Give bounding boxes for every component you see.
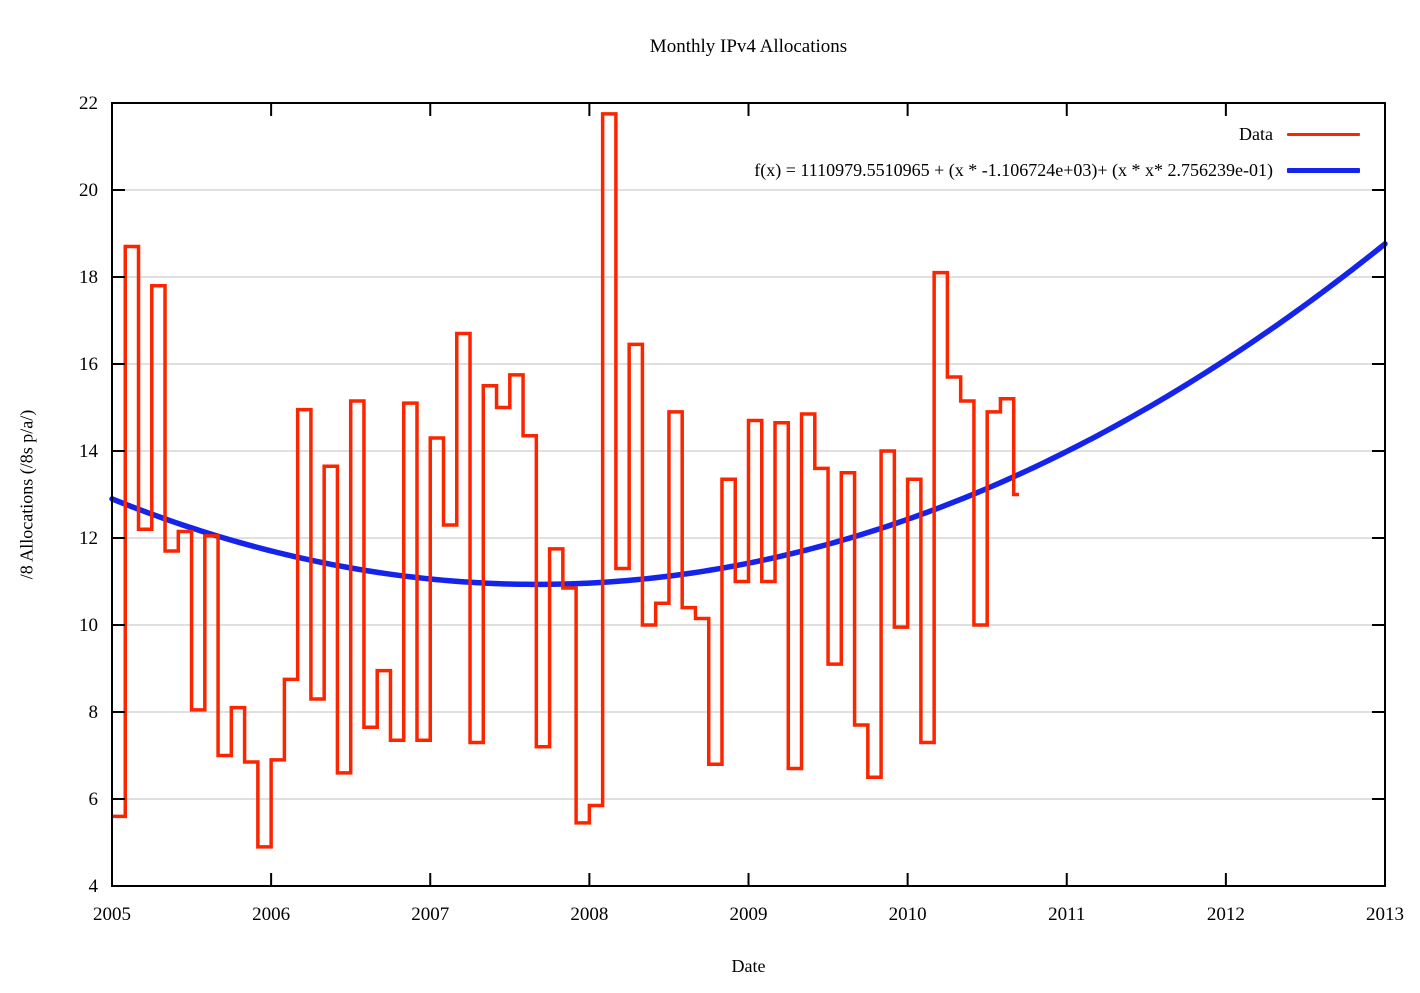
legend-label-data: Data	[1239, 123, 1273, 144]
y-tick-label: 18	[79, 267, 98, 288]
y-tick-label: 20	[79, 180, 98, 201]
legend: Data f(x) = 1110979.5510965 + (x * -1.10…	[754, 116, 1360, 188]
chart-title: Monthly IPv4 Allocations	[649, 36, 848, 57]
x-tick-label: 2005	[93, 904, 131, 925]
y-tick-label: 6	[89, 789, 99, 810]
legend-line-sample-data	[1287, 132, 1360, 136]
legend-entry-fit: f(x) = 1110979.5510965 + (x * -1.106724e…	[754, 152, 1360, 188]
y-axis-title: /8 Allocations (/8s p/a/)	[16, 409, 37, 580]
x-tick-label: 2011	[1048, 904, 1085, 925]
legend-label-fit: f(x) = 1110979.5510965 + (x * -1.106724e…	[754, 159, 1273, 180]
x-tick-label: 2007	[411, 904, 449, 925]
y-tick-label: 8	[89, 702, 99, 723]
y-tick-label: 12	[79, 528, 98, 549]
x-tick-label: 2012	[1207, 904, 1245, 925]
legend-entry-data: Data	[754, 116, 1360, 152]
x-tick-label: 2009	[730, 904, 768, 925]
legend-line-sample-fit	[1287, 167, 1360, 173]
x-tick-label: 2010	[889, 904, 927, 925]
y-tick-label: 14	[79, 441, 99, 462]
x-tick-label: 2006	[252, 904, 290, 925]
data-step-line	[112, 112, 1019, 849]
y-tick-label: 22	[79, 93, 98, 114]
y-tick-label: 10	[79, 615, 98, 636]
y-tick-label: 16	[79, 354, 98, 375]
x-tick-label: 2008	[570, 904, 608, 925]
y-tick-label: 4	[89, 876, 99, 897]
x-axis-title: Date	[731, 956, 766, 976]
x-tick-label: 2013	[1366, 904, 1404, 925]
